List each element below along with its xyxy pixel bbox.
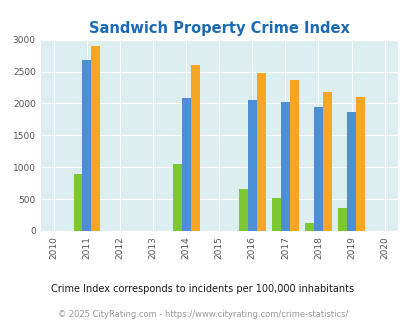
Bar [346,112,355,231]
Text: Crime Index corresponds to incidents per 100,000 inhabitants: Crime Index corresponds to incidents per… [51,284,354,294]
Bar [73,174,82,231]
Bar [289,81,298,231]
Bar [313,107,322,231]
Bar [247,100,256,231]
Bar [82,60,91,231]
Text: © 2025 CityRating.com - https://www.cityrating.com/crime-statistics/: © 2025 CityRating.com - https://www.city… [58,310,347,319]
Bar [190,65,199,231]
Title: Sandwich Property Crime Index: Sandwich Property Crime Index [89,21,349,36]
Bar [256,73,265,231]
Bar [337,208,346,231]
Bar [271,198,280,231]
Bar [355,97,364,231]
Bar [181,98,190,231]
Bar [304,223,313,231]
Bar [322,92,331,231]
Bar [238,189,247,231]
Bar [91,46,100,231]
Bar [173,164,181,231]
Bar [280,102,289,231]
